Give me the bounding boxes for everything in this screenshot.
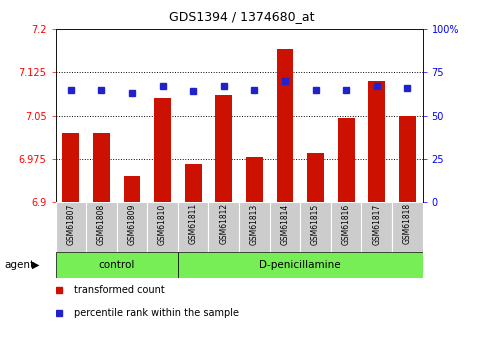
Bar (399, 116, 416, 202)
Text: GSM61809: GSM61809 (128, 203, 137, 245)
Bar (361, 202, 392, 252)
Text: GSM61817: GSM61817 (372, 203, 381, 245)
Bar (147, 202, 178, 252)
Text: GSM61814: GSM61814 (281, 203, 289, 245)
Bar (56, 252, 178, 278)
Text: percentile rank within the sample: percentile rank within the sample (74, 308, 239, 318)
Bar (209, 202, 239, 252)
Bar (270, 202, 300, 252)
Text: GSM61818: GSM61818 (403, 203, 412, 245)
Text: agent: agent (5, 260, 35, 270)
Bar (178, 202, 209, 252)
Text: D-penicillamine: D-penicillamine (259, 260, 341, 270)
Text: GSM61816: GSM61816 (341, 203, 351, 245)
Bar (338, 118, 355, 202)
Text: GSM61813: GSM61813 (250, 203, 259, 245)
Bar (307, 153, 324, 202)
Bar (392, 202, 423, 252)
Text: GSM61810: GSM61810 (158, 203, 167, 245)
Bar (331, 202, 361, 252)
Bar (369, 81, 385, 202)
Bar (124, 176, 141, 202)
Bar (93, 133, 110, 202)
Bar (62, 133, 79, 202)
Text: GSM61815: GSM61815 (311, 203, 320, 245)
Bar (178, 252, 423, 278)
Bar (246, 157, 263, 202)
Text: GSM61808: GSM61808 (97, 203, 106, 245)
Bar (215, 96, 232, 202)
Bar (239, 202, 270, 252)
Bar (56, 202, 86, 252)
Bar (117, 202, 147, 252)
Bar (300, 202, 331, 252)
Bar (86, 202, 117, 252)
Bar (185, 165, 201, 202)
Text: transformed count: transformed count (74, 285, 165, 295)
Text: GDS1394 / 1374680_at: GDS1394 / 1374680_at (169, 10, 314, 23)
Text: ▶: ▶ (31, 260, 39, 270)
Bar (277, 49, 293, 202)
Bar (154, 98, 171, 202)
Text: GSM61807: GSM61807 (66, 203, 75, 245)
Text: GSM61812: GSM61812 (219, 203, 228, 245)
Text: control: control (99, 260, 135, 270)
Text: GSM61811: GSM61811 (189, 203, 198, 245)
